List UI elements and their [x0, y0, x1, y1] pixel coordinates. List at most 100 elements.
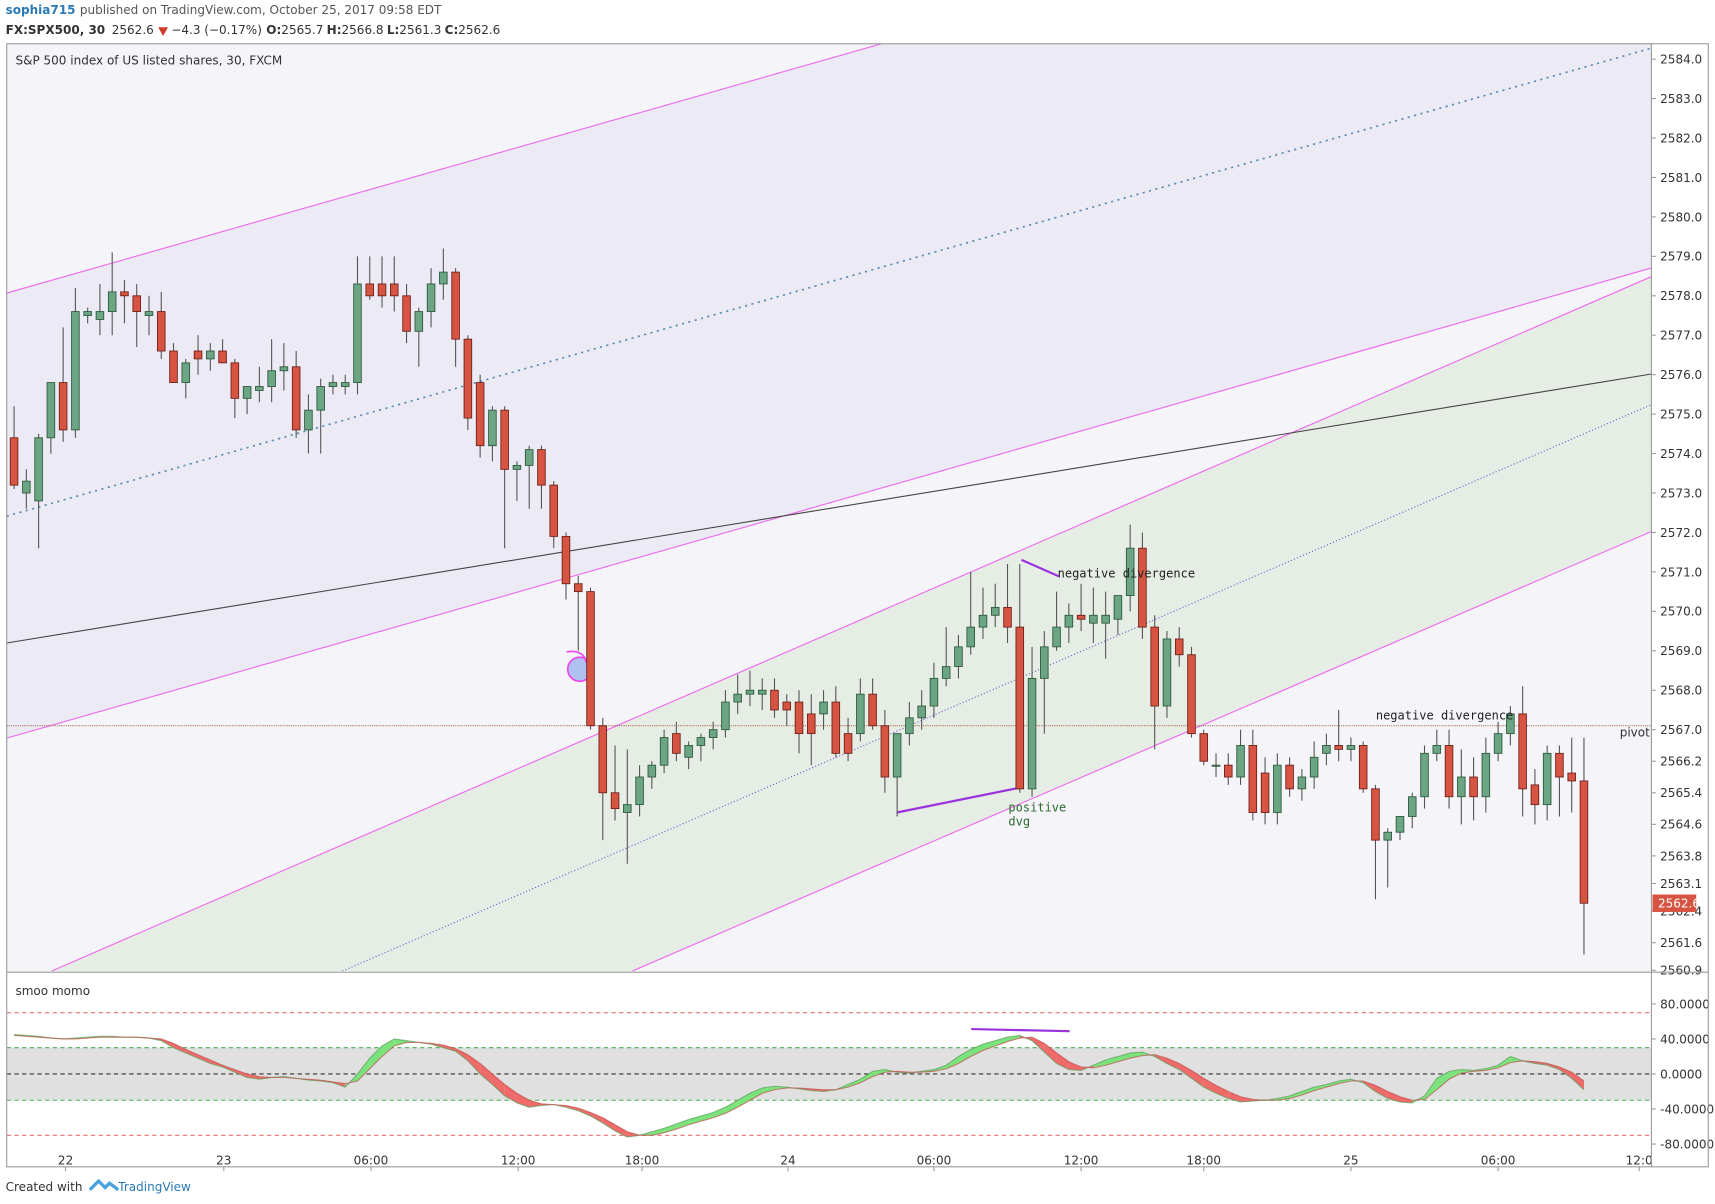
osc-fill: [1216, 1085, 1229, 1099]
channel-mid: [342, 404, 1652, 972]
candle-body: [598, 725, 608, 794]
osc-fill: [602, 1117, 616, 1131]
candle-body: [856, 693, 865, 735]
annotation: positive: [1008, 800, 1066, 814]
annotation: negative divergence: [1058, 566, 1195, 580]
candle-body: [1432, 745, 1442, 754]
x-tick-label: 24: [780, 1154, 795, 1168]
candle-body: [1518, 713, 1527, 790]
candle-body: [745, 689, 755, 695]
candle-body: [990, 606, 1000, 616]
osc-fill: [958, 1049, 971, 1064]
candle-body: [1224, 764, 1233, 778]
low-label: L:: [387, 23, 399, 37]
osc-layer: [6, 1012, 1652, 1138]
osc-fill: [995, 1037, 1008, 1046]
candle-body: [610, 792, 620, 810]
osc-fill: [676, 1119, 689, 1130]
x-tick-label: 12:0: [1626, 1154, 1653, 1168]
close-label: C:: [445, 23, 459, 37]
logo: [88, 1178, 120, 1192]
candle-body: [95, 311, 105, 320]
osc-fill: [492, 1073, 505, 1096]
candle-body: [1101, 614, 1110, 624]
price-pane-title: S&P 500 index of US listed shares, 30, F…: [15, 54, 282, 68]
candle-body: [1309, 756, 1319, 778]
candle-body: [1469, 776, 1478, 798]
osc-fill: [443, 1045, 456, 1052]
x-tick-label: 18:00: [625, 1154, 660, 1168]
down-arrow: [158, 27, 169, 37]
candle-body: [1199, 733, 1209, 762]
y-tick-label: 2583.0: [1660, 92, 1702, 106]
candle-body: [242, 386, 252, 399]
footer-brand: TradingView: [117, 1180, 191, 1194]
candle-body: [1285, 764, 1294, 790]
candle-body: [1027, 677, 1037, 790]
osc-fill: [467, 1054, 481, 1074]
candle-body: [1371, 788, 1380, 841]
annotation: dvg: [1008, 815, 1030, 829]
osc-fill: [1399, 1096, 1413, 1103]
candle-body: [672, 733, 681, 754]
candle-body: [1248, 745, 1258, 813]
osc-fill: [1571, 1072, 1584, 1090]
candle-body: [512, 464, 522, 470]
frame: [6, 43, 1709, 1168]
osc-fill: [1032, 1037, 1045, 1053]
candle-body: [1125, 547, 1135, 597]
y-tick-label: 2561.6: [1660, 936, 1702, 950]
candle-body: [1236, 745, 1245, 778]
osc-fill: [590, 1112, 603, 1124]
osc-fill: [1044, 1043, 1057, 1064]
open-label: O:: [266, 23, 281, 37]
candle-body: [721, 701, 730, 731]
osc-fill: [1301, 1087, 1315, 1096]
pivot-label: pivot: [1620, 726, 1650, 740]
candle-body: [1260, 772, 1270, 813]
osc-y-tick-label: -40.0000: [1660, 1102, 1714, 1116]
candle-body: [537, 449, 546, 486]
candle-body: [573, 583, 583, 593]
candle-body: [954, 646, 963, 668]
candle-body: [1579, 780, 1589, 904]
candle-body: [561, 535, 571, 585]
candle-body: [1138, 547, 1147, 628]
candle-body: [929, 677, 939, 707]
candle-body: [1420, 752, 1429, 798]
candle-body: [1015, 626, 1025, 790]
upper-channel: [6, 43, 1652, 739]
candle-body: [831, 701, 841, 754]
osc-fill: [578, 1108, 591, 1117]
candle-body: [402, 295, 411, 332]
candle-body: [1407, 796, 1417, 817]
osc-fill: [1449, 1069, 1462, 1080]
high: 2566.8: [342, 23, 384, 37]
candle-body: [475, 382, 485, 447]
osc-fill: [848, 1079, 861, 1088]
candle-body: [488, 409, 497, 447]
candle-body: [1273, 764, 1282, 813]
candle-body: [120, 291, 129, 297]
osc-fill: [946, 1056, 959, 1069]
y-tick-label: 2560.9: [1660, 964, 1702, 978]
y-tick-label: 2576.0: [1660, 368, 1702, 382]
candle-body: [917, 705, 926, 719]
y-tick-label: 2567.0: [1660, 723, 1702, 737]
candle-body: [1567, 772, 1576, 782]
candle-body: [782, 701, 792, 711]
osc-fill: [234, 1069, 248, 1078]
candle-body: [623, 804, 632, 813]
candle-body: [794, 701, 804, 735]
osc-fill: [382, 1038, 395, 1057]
drawings: [6, 43, 1652, 972]
osc-fill: [1375, 1085, 1388, 1099]
divergence-line: [896, 786, 1022, 814]
candle-body: [414, 311, 424, 332]
divergence-line: [971, 1027, 1070, 1033]
osc-fill: [982, 1040, 996, 1051]
candle-body: [169, 350, 178, 384]
candle-body: [58, 382, 68, 431]
candle-body: [1383, 831, 1392, 841]
osc-fill: [1105, 1056, 1118, 1066]
